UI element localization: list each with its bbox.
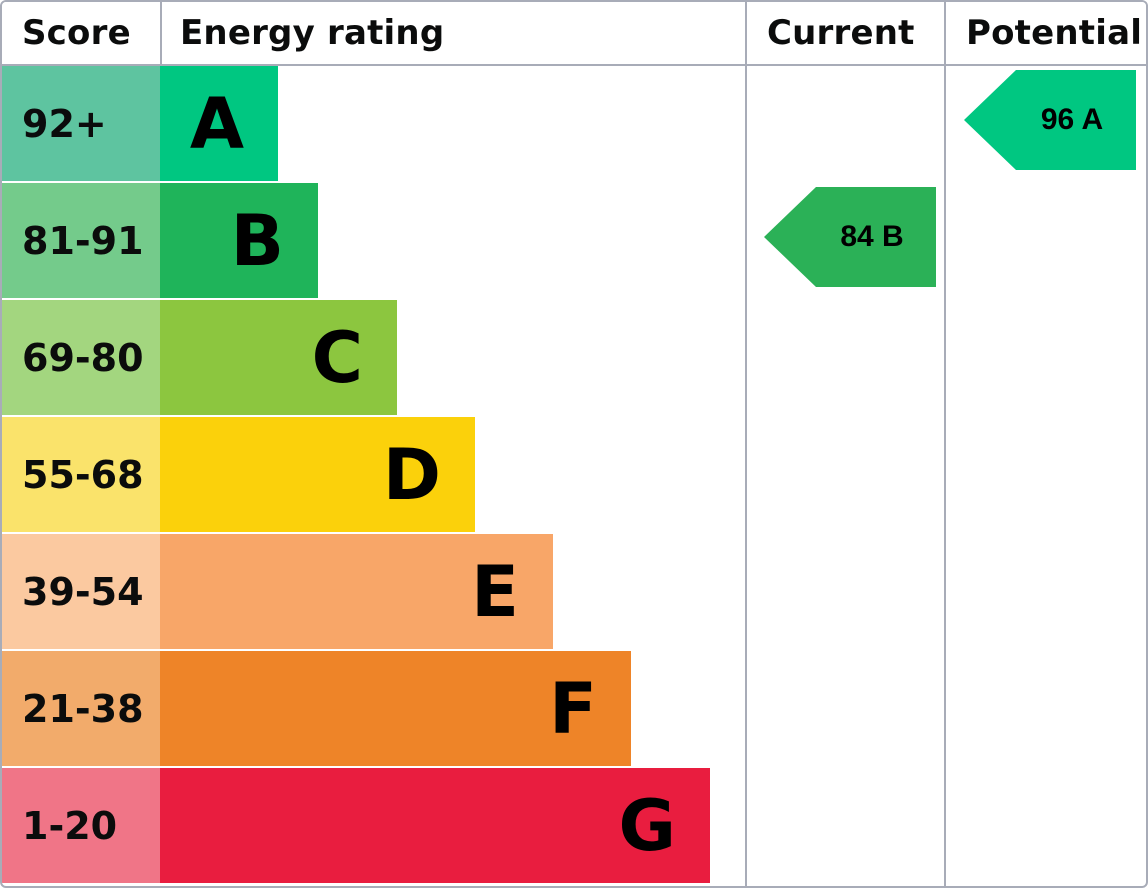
divider-current-potential: [944, 2, 946, 886]
chart-header: Score Energy rating Current Potential: [2, 2, 1146, 66]
score-range-a: 92+: [2, 66, 160, 181]
header-potential: Potential: [966, 13, 1143, 53]
current-rating-label: 84 B: [840, 220, 904, 253]
band-letter-g: G: [618, 784, 676, 867]
band-letter-a: A: [189, 82, 244, 165]
rating-bar-f: F: [160, 651, 631, 766]
score-range-e: 39-54: [2, 534, 160, 649]
rating-bar-d: D: [160, 417, 475, 532]
score-range-c: 69-80: [2, 300, 160, 415]
band-letter-b: B: [230, 199, 284, 282]
rating-bar-g: G: [160, 768, 710, 883]
rating-bar-a: A: [160, 66, 278, 181]
header-current: Current: [767, 13, 915, 53]
band-row-d: 55-68 D: [2, 417, 1146, 532]
score-range-f: 21-38: [2, 651, 160, 766]
band-row-g: 1-20 G: [2, 768, 1146, 883]
score-range-g: 1-20: [2, 768, 160, 883]
rating-bar-b: B: [160, 183, 318, 298]
band-row-b: 81-91 B: [2, 183, 1146, 298]
band-row-e: 39-54 E: [2, 534, 1146, 649]
divider-score-energy: [160, 2, 162, 64]
rating-bar-e: E: [160, 534, 553, 649]
divider-energy-current: [745, 2, 747, 886]
header-score: Score: [22, 13, 131, 53]
potential-rating-label: 96 A: [1040, 103, 1104, 136]
band-row-c: 69-80 C: [2, 300, 1146, 415]
band-letter-e: E: [471, 550, 519, 633]
header-energy-rating: Energy rating: [180, 13, 445, 53]
band-row-f: 21-38 F: [2, 651, 1146, 766]
score-range-d: 55-68: [2, 417, 160, 532]
rating-bar-c: C: [160, 300, 397, 415]
band-letter-d: D: [382, 433, 441, 516]
band-letter-f: F: [549, 667, 597, 750]
score-range-b: 81-91: [2, 183, 160, 298]
band-row-a: 92+ A: [2, 66, 1146, 181]
band-letter-c: C: [311, 316, 363, 399]
